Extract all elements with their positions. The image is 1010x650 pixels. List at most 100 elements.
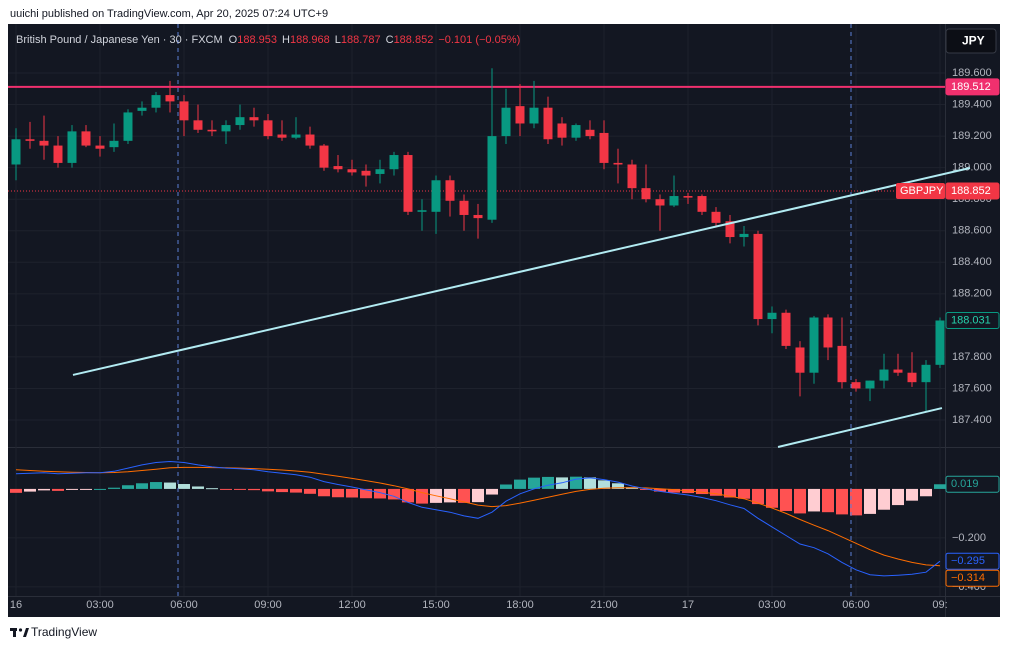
histogram-bar — [457, 488, 470, 503]
histogram-bar — [93, 488, 106, 490]
histogram-bar — [135, 483, 148, 489]
candle-body — [221, 125, 231, 132]
histogram-bar — [9, 488, 22, 493]
signal-last-label-box — [945, 569, 1000, 587]
candle-body — [109, 140, 119, 148]
y-tick-label: 188.200 — [952, 288, 992, 300]
candle-body — [935, 320, 945, 365]
symbol-price-label: 188.852 — [951, 185, 991, 197]
x-tick-label: 09:00 — [254, 599, 282, 611]
candle-body — [417, 210, 427, 212]
footer-brand: TradingView — [31, 625, 97, 639]
histogram-bar — [850, 488, 863, 516]
candle-body — [179, 101, 189, 121]
candle-body — [697, 196, 707, 212]
candle-body — [431, 180, 441, 212]
candle-body — [53, 145, 63, 163]
hline-label-box — [945, 78, 1000, 96]
x-tick-label: 18:00 — [506, 599, 534, 611]
histogram-bar — [247, 488, 260, 491]
candle-body — [389, 155, 399, 170]
histogram-bar — [527, 477, 540, 489]
candle-body — [655, 199, 665, 206]
histogram-bar — [611, 483, 624, 489]
candle-body — [123, 112, 133, 141]
candle-body — [711, 211, 721, 223]
x-tick-label: 06:00 — [842, 599, 870, 611]
histogram-bar — [261, 488, 274, 492]
histogram-bar — [934, 484, 947, 489]
trend-line — [777, 407, 943, 448]
histogram-bar — [219, 488, 232, 490]
histogram-bar — [738, 488, 751, 499]
histogram-bar — [878, 488, 891, 510]
candle-body — [193, 120, 203, 130]
histogram-bar — [766, 488, 779, 508]
candle-body — [865, 380, 875, 389]
histogram-bar — [906, 488, 919, 501]
histogram-bar — [191, 486, 204, 489]
candle-body — [319, 145, 329, 168]
legend-key: C — [386, 34, 394, 46]
candle-body — [515, 106, 525, 124]
logo-part — [18, 628, 23, 632]
histogram-bar — [345, 488, 358, 498]
histogram-bar — [331, 488, 344, 498]
y-tick-label: 188.400 — [952, 256, 992, 268]
histogram-bar — [780, 488, 793, 511]
candle-body — [375, 169, 385, 174]
candle-body — [767, 312, 777, 320]
histogram-bar — [387, 488, 400, 500]
legend-symbol: British Pound / Japanese Yen · 30 · FXCM — [16, 34, 223, 46]
chart-layers — [8, 24, 947, 596]
candle-body — [39, 140, 49, 146]
y-tick-label: 189.200 — [952, 130, 992, 142]
last-price-label-box — [945, 311, 1000, 329]
candle-body — [151, 95, 161, 108]
histogram-bar — [653, 488, 666, 492]
histogram-last-label-box — [945, 475, 1000, 493]
histogram-bar — [541, 476, 554, 489]
histogram-bar — [864, 488, 877, 514]
histogram-bar — [724, 488, 737, 498]
candle-body — [263, 120, 273, 137]
histogram-bar — [23, 488, 36, 492]
y-tick-label: 188.600 — [952, 225, 992, 237]
x-tick-label: 17 — [682, 599, 694, 611]
publish-info: uuichi published on TradingView.com, Apr… — [10, 8, 328, 20]
candle-body — [851, 382, 861, 389]
macd-last-label: −0.295 — [951, 555, 985, 567]
histogram-bar — [583, 477, 596, 489]
candle-body — [333, 166, 343, 170]
legend-value: 188.787 — [341, 34, 381, 46]
symbol-tag-box — [896, 182, 945, 199]
legend-key: L — [335, 34, 341, 46]
x-tick-label: 16 — [10, 599, 22, 611]
histogram-bar — [471, 488, 484, 503]
histogram-bar — [485, 488, 498, 495]
candle-body — [403, 155, 413, 212]
histogram-bar — [275, 488, 288, 493]
histogram-bar — [892, 488, 905, 506]
legend-key: O — [229, 34, 238, 46]
currency-button[interactable] — [945, 28, 997, 54]
candle-body — [669, 196, 679, 206]
candles — [11, 68, 945, 413]
histogram-bar — [51, 488, 64, 491]
candle-body — [459, 200, 469, 215]
histogram-bar — [163, 482, 176, 489]
last-price-label: 188.031 — [951, 314, 991, 326]
macd-last-label-box — [945, 552, 1000, 570]
histogram-bar — [808, 488, 821, 512]
y-tick-label: 187.400 — [952, 414, 992, 426]
signal-line — [15, 466, 941, 567]
histogram-bar — [401, 488, 414, 503]
candle-body — [529, 107, 539, 124]
histogram-bar — [836, 488, 849, 515]
symbol-price-label-box — [945, 182, 1000, 200]
histogram-bar — [639, 488, 652, 490]
candle-body — [613, 162, 623, 165]
histogram-bar — [920, 488, 933, 497]
histogram-bar — [597, 480, 610, 489]
